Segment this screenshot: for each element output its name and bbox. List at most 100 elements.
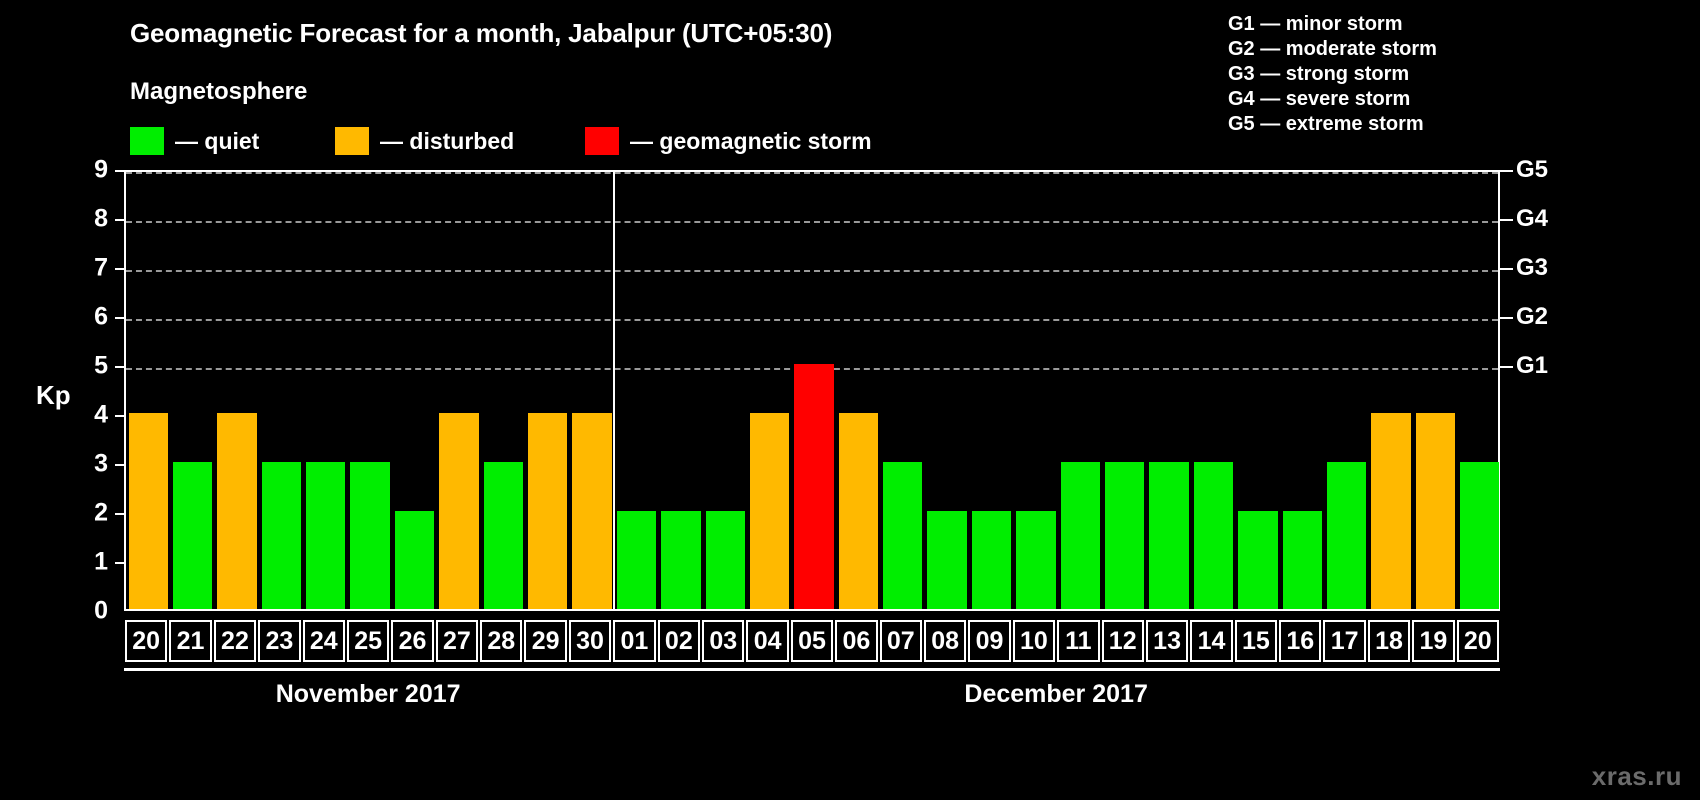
bar-series <box>126 172 1500 609</box>
y-tick-mark-5 <box>115 366 124 368</box>
g-tick-mark-G3 <box>1500 268 1513 270</box>
month-caption-december: December 2017 <box>964 680 1148 708</box>
bar-november-22[interactable] <box>217 413 257 609</box>
bar-november-23[interactable] <box>261 462 302 609</box>
y-tick-label-6: 6 <box>94 302 108 331</box>
watermark: xras.ru <box>1591 761 1682 791</box>
y-tick-mark-3 <box>115 464 124 466</box>
y-tick-mark-2 <box>115 513 124 515</box>
bar-november-30[interactable] <box>572 413 612 609</box>
day-label-december-10[interactable]: 10 <box>1012 620 1056 662</box>
y-tick-mark-6 <box>115 317 124 319</box>
day-label-december-01[interactable]: 01 <box>613 620 656 662</box>
g-tick-mark-G2 <box>1500 317 1513 319</box>
day-label-november-24[interactable]: 24 <box>302 620 345 662</box>
bar-december-15[interactable] <box>1238 511 1278 609</box>
day-label-december-04[interactable]: 04 <box>746 620 789 662</box>
gridline-kp-7 <box>126 270 1498 272</box>
day-label-november-21[interactable]: 21 <box>169 620 212 662</box>
day-label-november-23[interactable]: 23 <box>258 620 301 662</box>
axis-bottom-rule <box>124 668 1500 671</box>
bar-december-20[interactable] <box>1460 462 1500 609</box>
day-label-december-13[interactable]: 13 <box>1145 620 1189 662</box>
day-label-december-05[interactable]: 05 <box>790 620 834 662</box>
g-tick-label-G4: G4 <box>1516 205 1549 232</box>
bar-december-05[interactable] <box>794 364 834 609</box>
g-key-row-2: G2 — moderate storm <box>1228 38 1437 60</box>
gridline-kp-9 <box>126 172 1498 174</box>
bar-december-19[interactable] <box>1415 413 1456 609</box>
bar-november-27[interactable] <box>439 413 479 609</box>
day-label-november-25[interactable]: 25 <box>346 620 390 662</box>
day-label-december-14[interactable]: 14 <box>1190 620 1233 662</box>
g-key-row-3: G3 — strong storm <box>1228 63 1410 85</box>
g-tick-label-G5: G5 <box>1516 156 1549 183</box>
bar-december-17[interactable] <box>1326 462 1367 609</box>
bar-december-16[interactable] <box>1282 511 1322 609</box>
day-label-november-28[interactable]: 28 <box>480 620 523 662</box>
bar-november-28[interactable] <box>483 462 523 609</box>
bar-december-11[interactable] <box>1060 462 1100 609</box>
bar-december-13[interactable] <box>1149 462 1189 609</box>
bar-november-26[interactable] <box>394 511 435 609</box>
bar-december-01[interactable] <box>616 511 657 609</box>
bar-december-10[interactable] <box>1016 511 1056 609</box>
day-label-december-15[interactable]: 15 <box>1234 620 1278 662</box>
y-tick-label-0: 0 <box>94 596 108 625</box>
y-tick-mark-1 <box>115 562 124 564</box>
day-label-december-17[interactable]: 17 <box>1323 620 1366 662</box>
day-label-november-29[interactable]: 29 <box>524 620 567 662</box>
day-label-november-22[interactable]: 22 <box>213 620 257 662</box>
g-tick-label-G3: G3 <box>1516 254 1549 281</box>
legend-item-disturbed: — disturbed <box>335 126 514 156</box>
bar-december-03[interactable] <box>705 511 745 609</box>
g-tick-label-G2: G2 <box>1516 303 1549 330</box>
bar-november-29[interactable] <box>527 413 568 609</box>
magnetosphere-heading: Magnetosphere <box>130 78 308 105</box>
day-label-december-20[interactable]: 20 <box>1456 620 1499 662</box>
legend-swatch-quiet <box>130 127 164 155</box>
y-tick-mark-7 <box>115 268 124 270</box>
day-label-december-06[interactable]: 06 <box>835 620 878 662</box>
y-tick-label-1: 1 <box>94 547 108 576</box>
g-key-row-5: G5 — extreme storm <box>1228 113 1424 135</box>
bar-november-21[interactable] <box>172 462 213 609</box>
bar-december-02[interactable] <box>661 511 701 609</box>
y-axis-title: Kp <box>36 380 71 410</box>
day-label-december-03[interactable]: 03 <box>702 620 745 662</box>
day-label-november-27[interactable]: 27 <box>435 620 479 662</box>
g-scale-key: G1 — minor storm G2 — moderate storm G3 — … <box>1228 12 1437 137</box>
bar-november-24[interactable] <box>306 462 346 609</box>
day-label-strip: 20 21 22 23 24 25 26 27 28 29 30 01 02 03 04 05 06 07 08 09… <box>124 620 1500 662</box>
day-label-november-30[interactable]: 30 <box>568 620 612 662</box>
day-label-november-20[interactable]: 20 <box>125 620 168 662</box>
y-tick-mark-4 <box>115 415 124 417</box>
day-label-november-26[interactable]: 26 <box>391 620 434 662</box>
day-label-december-19[interactable]: 19 <box>1412 620 1455 662</box>
bar-november-25[interactable] <box>350 462 390 609</box>
bar-december-04[interactable] <box>749 413 790 609</box>
y-tick-label-3: 3 <box>94 449 108 478</box>
day-label-december-08[interactable]: 08 <box>923 620 967 662</box>
day-label-december-02[interactable]: 02 <box>657 620 701 662</box>
day-label-december-18[interactable]: 18 <box>1367 620 1411 662</box>
bar-december-09[interactable] <box>971 511 1012 609</box>
bar-december-14[interactable] <box>1193 462 1234 609</box>
bar-december-08[interactable] <box>927 511 967 609</box>
bar-december-06[interactable] <box>838 413 879 609</box>
y-tick-label-4: 4 <box>94 400 108 429</box>
day-label-december-11[interactable]: 11 <box>1057 620 1100 662</box>
bar-november-20[interactable] <box>128 413 168 609</box>
day-label-december-12[interactable]: 12 <box>1101 620 1144 662</box>
y-tick-label-7: 7 <box>94 253 108 282</box>
bar-december-12[interactable] <box>1105 462 1145 609</box>
bar-december-18[interactable] <box>1371 413 1411 609</box>
gridline-kp-6 <box>126 319 1498 321</box>
day-label-december-09[interactable]: 09 <box>968 620 1011 662</box>
legend-label: — disturbed <box>380 127 515 154</box>
day-label-december-16[interactable]: 16 <box>1279 620 1322 662</box>
gridline-kp-8 <box>126 221 1498 223</box>
bar-december-07[interactable] <box>883 462 923 609</box>
day-label-december-07[interactable]: 07 <box>879 620 922 662</box>
month-divider <box>613 172 616 609</box>
